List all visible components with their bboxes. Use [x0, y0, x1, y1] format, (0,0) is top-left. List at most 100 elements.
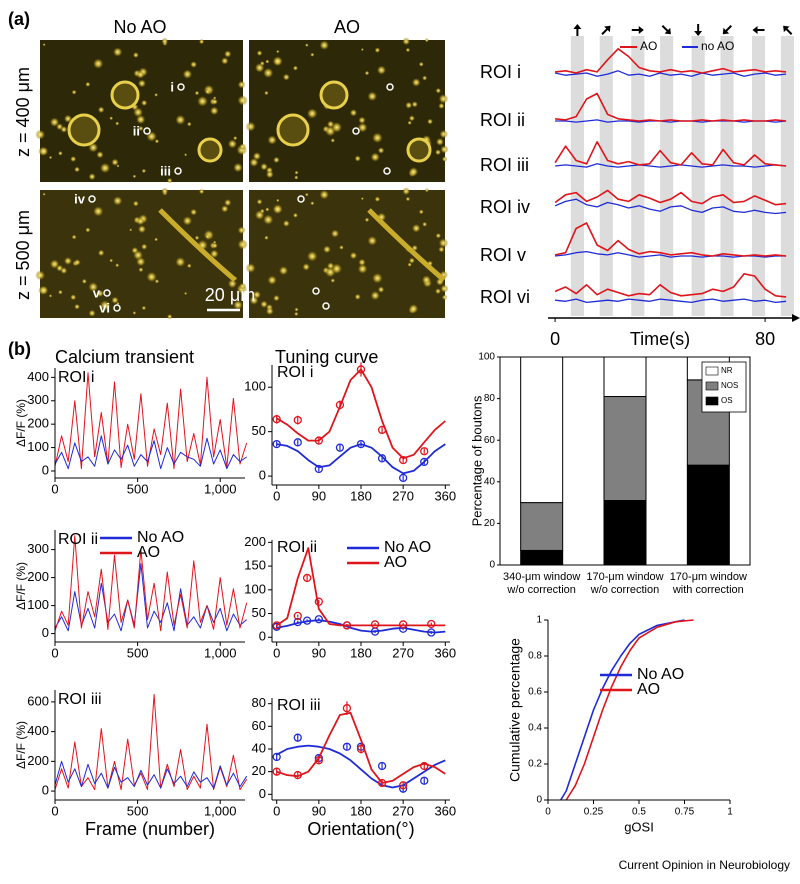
- data-point: [314, 615, 323, 624]
- arrow-head: [752, 26, 758, 34]
- y-tick-label: 0.4: [528, 723, 542, 734]
- data-point: [377, 761, 387, 771]
- texture: [112, 196, 123, 206]
- texture: [408, 303, 419, 314]
- texture: [42, 192, 46, 196]
- texture: [310, 201, 315, 206]
- y-tick-label: 200: [27, 416, 49, 431]
- legend-label: No AO: [637, 666, 684, 683]
- texture: [377, 147, 385, 154]
- texture: [233, 162, 243, 173]
- texture: [407, 120, 412, 126]
- texture: [292, 212, 299, 218]
- texture: [435, 232, 442, 239]
- cell: [319, 80, 349, 110]
- texture: [49, 117, 60, 128]
- legend-label: AO: [384, 554, 407, 571]
- y-tick-label: 0.8: [528, 651, 542, 662]
- texture: [438, 102, 445, 110]
- y-tick-label: 80: [484, 393, 496, 404]
- texture: [262, 67, 274, 79]
- texture: [81, 278, 87, 284]
- cdf-line: [560, 619, 685, 801]
- scale-bar-label: 20 μm: [205, 285, 255, 305]
- texture: [441, 294, 448, 301]
- texture: [63, 114, 73, 123]
- texture: [141, 243, 148, 250]
- x-tick-label: w/o correction: [590, 584, 659, 596]
- texture: [96, 289, 104, 298]
- direction-icon: [783, 25, 793, 35]
- cell: [276, 113, 310, 147]
- texture: [256, 198, 263, 205]
- roi-label: iv: [74, 191, 86, 206]
- texture: [440, 145, 449, 154]
- x-tick-label: 1: [727, 807, 733, 818]
- texture: [190, 208, 198, 216]
- bar-segment: [520, 549, 564, 566]
- data-point: [399, 781, 408, 790]
- data-point: [272, 439, 281, 449]
- texture: [262, 214, 274, 225]
- x-tick-label: 1,000: [204, 481, 237, 496]
- y-tick-label: 300: [27, 392, 49, 407]
- texture: [99, 162, 111, 174]
- y-tick-label: 50: [252, 605, 266, 620]
- cell: [406, 137, 432, 163]
- x-tick-label: 270: [392, 645, 414, 660]
- texture: [97, 106, 105, 114]
- y-tick-label: 50: [252, 423, 266, 438]
- texture: [71, 234, 77, 240]
- roi-label: i: [170, 79, 174, 94]
- texture: [360, 197, 364, 201]
- legend-swatch: [705, 366, 719, 376]
- x-tick-label: 180: [350, 803, 372, 818]
- x-tick-label: 0.75: [675, 807, 695, 818]
- y-tick-label: 100: [27, 439, 49, 454]
- texture: [276, 49, 280, 54]
- texture: [39, 146, 49, 156]
- arrow-head: [694, 31, 703, 36]
- y-tick-label: 300: [27, 541, 49, 556]
- data-point: [314, 756, 323, 765]
- texture: [97, 249, 105, 257]
- x-tick-label: 90: [312, 803, 326, 818]
- data-point: [399, 620, 408, 629]
- x-tick-label: 0: [273, 645, 280, 660]
- texture: [141, 168, 147, 174]
- x-tick-label: 0: [51, 645, 58, 660]
- texture: [74, 303, 80, 310]
- texture: [260, 300, 268, 309]
- texture: [306, 250, 318, 262]
- texture: [267, 135, 277, 145]
- y-tick-label: 100: [478, 352, 495, 363]
- texture: [402, 37, 411, 46]
- data-point: [377, 454, 387, 463]
- x-tick-label: 0: [273, 803, 280, 818]
- y-tick-label: 0: [489, 560, 495, 571]
- texture: [137, 225, 147, 234]
- texture: [224, 198, 232, 207]
- texture: [354, 293, 361, 301]
- data-point: [293, 438, 302, 447]
- texture: [166, 177, 173, 184]
- y-tick-label: 0: [536, 795, 542, 806]
- texture: [70, 294, 77, 301]
- roi-name: ROI i: [480, 62, 521, 82]
- texture: [233, 300, 243, 310]
- texture: [422, 221, 428, 227]
- y-tick-label: 0: [42, 462, 49, 477]
- data-point: [420, 776, 429, 785]
- texture: [184, 291, 188, 296]
- stimulus-window: [570, 36, 584, 316]
- texture: [438, 246, 445, 253]
- texture: [141, 99, 148, 107]
- column-title: No AO: [113, 17, 166, 37]
- texture: [136, 70, 145, 79]
- x-tick-label: 0.25: [584, 807, 604, 818]
- texture: [438, 93, 449, 104]
- arrow-head: [722, 27, 730, 35]
- bar-segment: [603, 396, 647, 502]
- stimulus-window: [631, 36, 645, 316]
- texture: [182, 215, 193, 226]
